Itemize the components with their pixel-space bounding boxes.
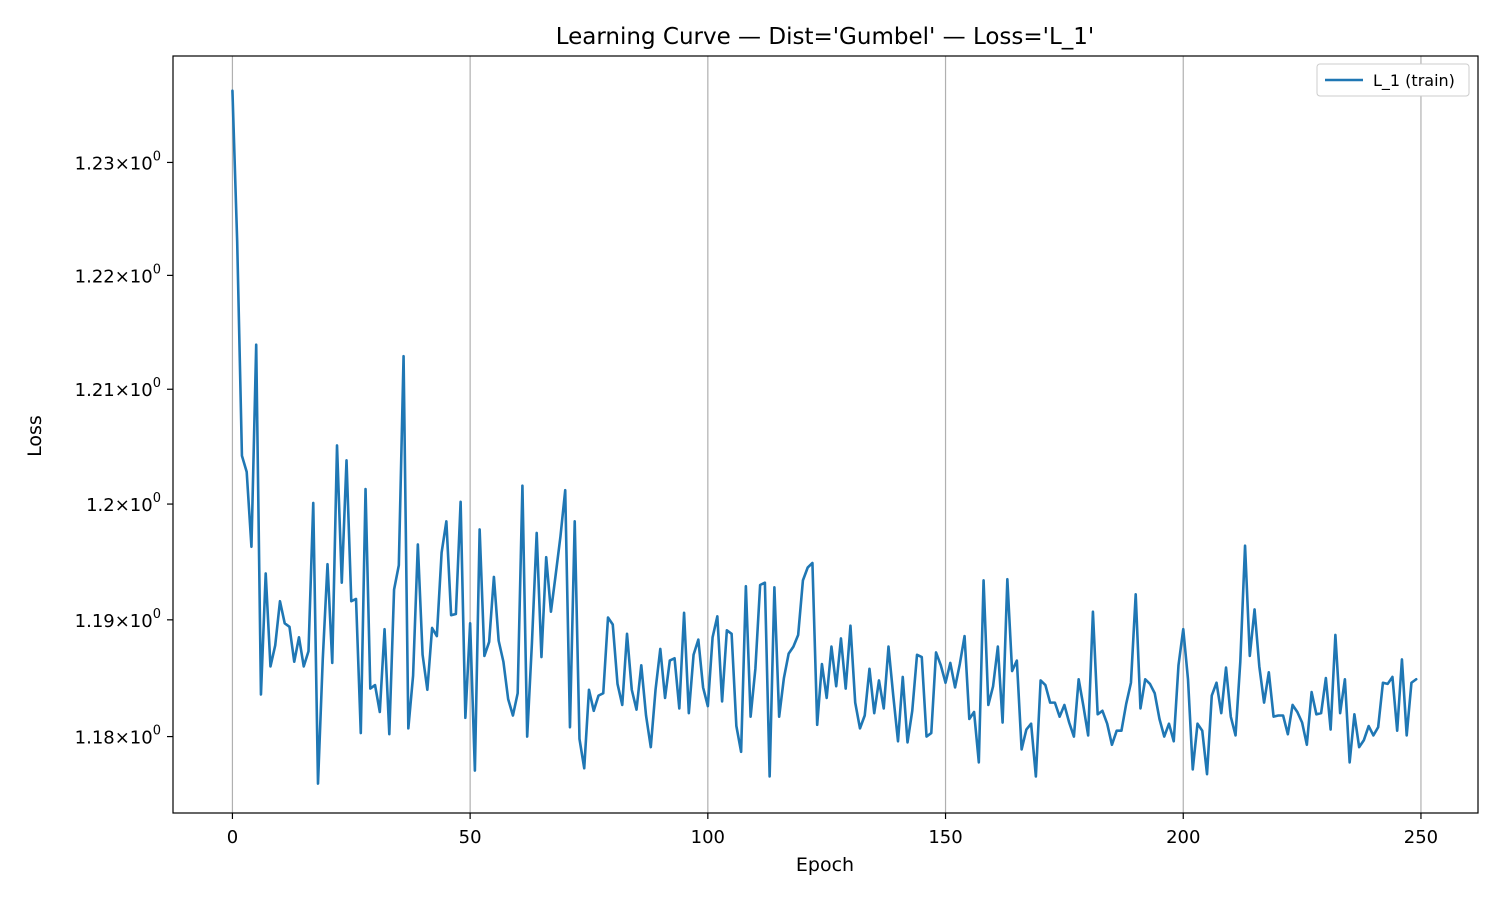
- x-tick-label: 50: [459, 827, 482, 848]
- y-tick-label: 1.23×100: [75, 149, 161, 174]
- legend-box: [1316, 63, 1470, 97]
- legend-label: L_1 (train): [1373, 71, 1455, 91]
- x-tick-label: 200: [1166, 827, 1200, 848]
- y-tick-label: 1.18×100: [75, 724, 161, 749]
- x-tick-label: 100: [691, 827, 725, 848]
- plot-area: [231, 89, 1418, 785]
- y-tick-label: 1.19×100: [75, 607, 161, 632]
- y-tick-label: 1.21×100: [75, 376, 161, 401]
- series-line-0: [231, 89, 1418, 785]
- x-tick-label: 250: [1404, 827, 1438, 848]
- x-axis-label: Epoch: [796, 854, 854, 876]
- y-axis-label: Loss: [24, 415, 46, 457]
- x-tick-label: 150: [928, 827, 962, 848]
- y-axis-ticks: 1.18×100 1.19×100 1.2×100 1.21×100 1.22×100 1…: [75, 149, 173, 749]
- axes-frame: [172, 55, 1479, 814]
- x-tick-label: 0: [227, 827, 238, 848]
- y-tick-label: 1.2×100: [86, 491, 161, 516]
- chart-title: Learning Curve — Dist='Gumbel' — Loss='L…: [556, 24, 1095, 50]
- x-axis-ticks: 0 50 100 150 200 250: [227, 813, 1438, 848]
- legend: L_1 (train): [1316, 63, 1470, 97]
- y-tick-label: 1.22×100: [75, 262, 161, 287]
- grid-lines: [231, 56, 1422, 813]
